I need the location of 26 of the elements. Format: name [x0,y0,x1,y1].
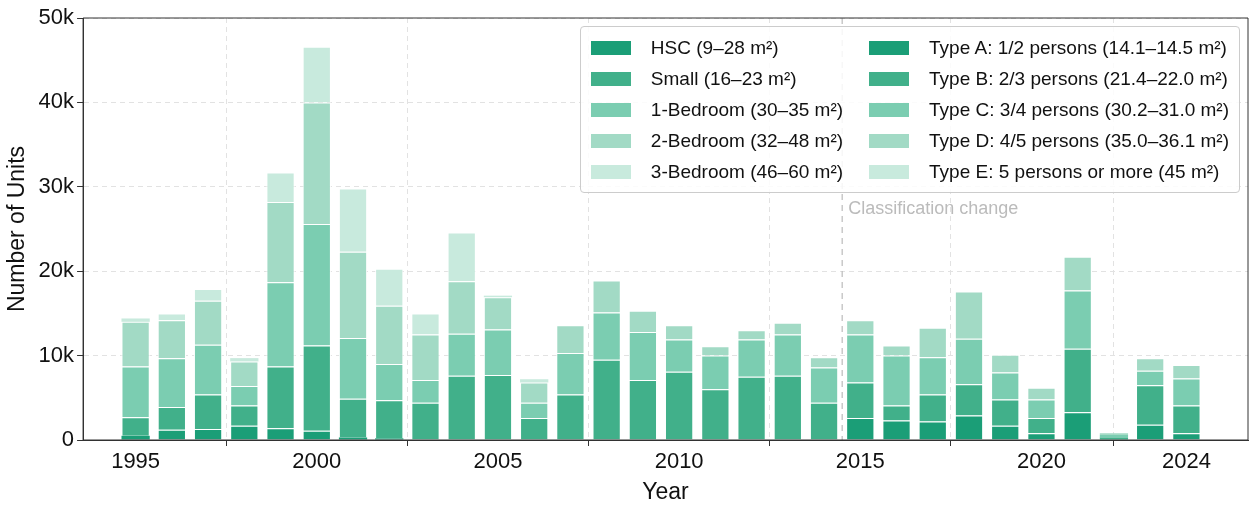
legend-label: HSC (9–28 m²) [650,36,779,59]
x-tick-label: 2000 [292,448,342,474]
y-tick-label: 30k [38,172,76,198]
x-tick-label: 2005 [473,448,523,474]
y-tick-label: 10k [38,341,76,367]
legend-label: 1-Bedroom (30–35 m²) [650,98,844,121]
legend-label: Type A: 1/2 persons (14.1–14.5 m²) [929,36,1227,59]
legend-label: Small (16–23 m²) [650,67,797,90]
x-tick-label: 2020 [1016,448,1066,474]
y-tick-label: 40k [38,88,76,114]
y-axis-title: Number of Units [3,145,30,313]
y-tick-label: 20k [38,257,76,283]
y-tick-label: 50k [38,4,76,30]
ref-line-label: Classification change [848,197,1019,218]
legend-label: Type D: 4/5 persons (35.0–36.1 m²) [929,129,1229,152]
legend-label: 3-Bedroom (46–60 m²) [650,160,844,183]
x-tick-label: 1995 [111,448,161,474]
legend-label: Type B: 2/3 persons (21.4–22.0 m²) [929,67,1228,90]
x-tick-label: 2010 [654,448,704,474]
legend-label: Type C: 3/4 persons (30.2–31.0 m²) [929,98,1229,121]
x-tick-label: 2015 [835,448,885,474]
legend-label: 2-Bedroom (32–48 m²) [650,129,844,152]
x-tick-label: 2024 [1161,448,1211,474]
y-tick-label: 0 [61,426,75,452]
x-axis-title: Year [642,477,690,504]
legend-label: Type E: 5 persons or more (45 m²) [929,160,1220,183]
